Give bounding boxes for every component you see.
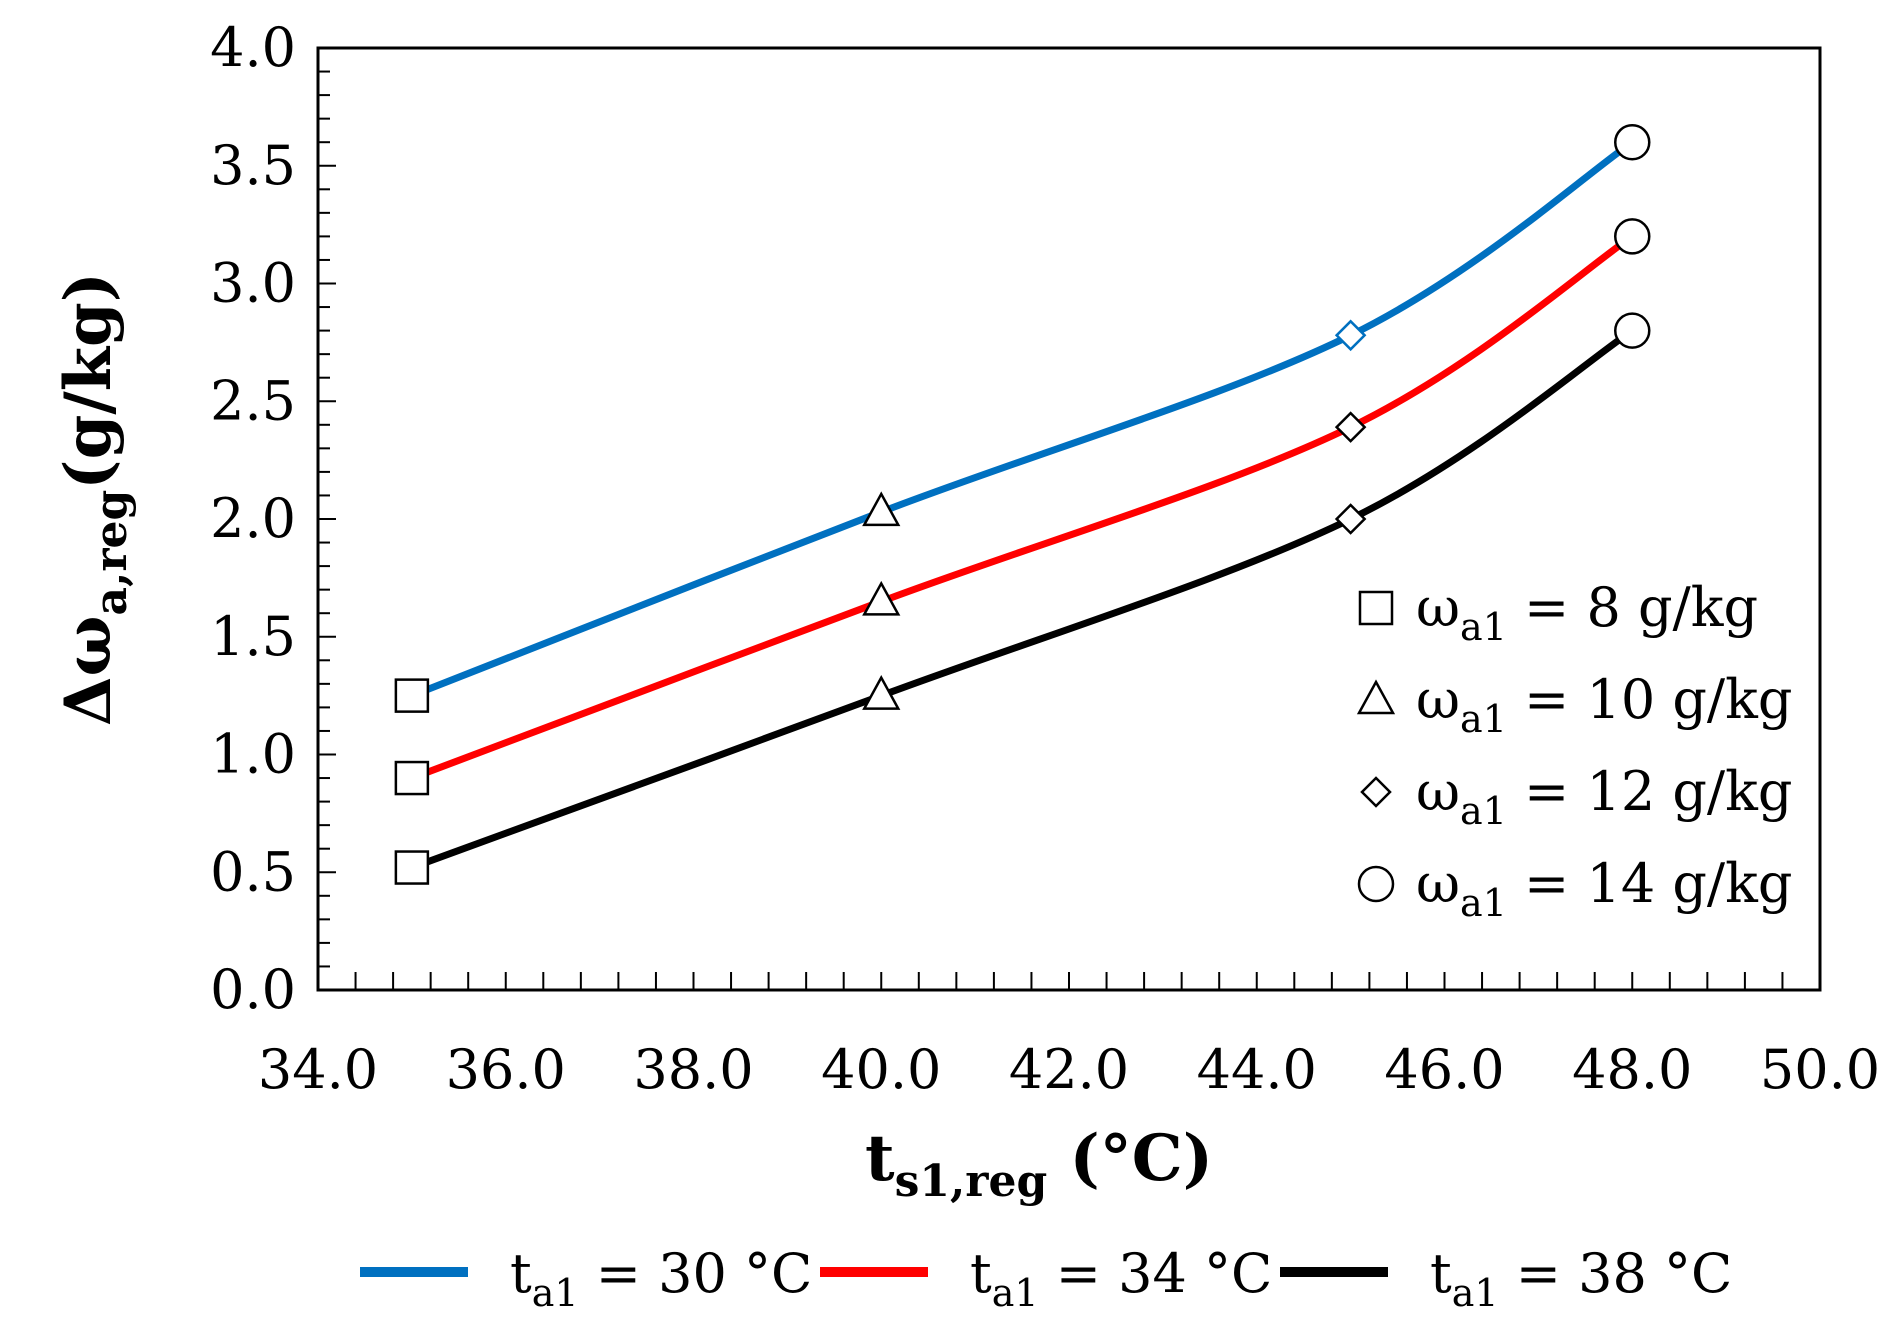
y-tick-label: 0.5 [210, 840, 296, 903]
y-axis-title-main: Δω [51, 615, 126, 726]
x-tick-label: 40.0 [821, 1038, 941, 1101]
y-tick-labels: 0.0 0.5 1.0 1.5 2.0 2.5 3.0 3.5 4.0 [210, 16, 296, 1021]
marker-layer [394, 123, 1651, 885]
series-line-3 [410, 327, 1635, 871]
data-point-diamond [1334, 503, 1367, 535]
legend-label: ωa1 = 12 g/kg [1416, 760, 1792, 833]
y-axis-title-sub: a,reg [86, 490, 137, 616]
marker-legend: ωa1 = 8 g/kg ωa1 = 10 g/kg ωa1 = 12 g/kg ωa… [1356, 576, 1792, 925]
legend-marker-circle [1357, 865, 1395, 903]
x-tick-label: 42.0 [1009, 1038, 1129, 1101]
legend-label: ωa1 = 14 g/kg [1416, 852, 1792, 925]
legend-label: ta1 = 34 °C [970, 1242, 1272, 1315]
x-tick-label: 34.0 [258, 1038, 378, 1101]
legend-label: ωa1 = 8 g/kg [1416, 576, 1758, 649]
data-point-triangle [862, 675, 901, 710]
legend-label: ta1 = 38 °C [1430, 1242, 1732, 1315]
x-tick-label: 38.0 [633, 1038, 753, 1101]
y-tick-label: 1.5 [210, 605, 296, 668]
x-axis-title-main: t [865, 1121, 895, 1196]
x-tick-label: 44.0 [1197, 1038, 1317, 1101]
data-point-diamond [1334, 319, 1367, 352]
y-tick-label: 1.0 [210, 723, 296, 786]
x-tick-label: 50.0 [1760, 1038, 1880, 1101]
minor-ticks [318, 70, 1784, 990]
data-point-square [394, 850, 430, 885]
legend-label: ωa1 = 10 g/kg [1416, 668, 1792, 741]
y-tick-label: 3.0 [210, 252, 296, 315]
data-point-square [394, 760, 430, 796]
legend-label: ta1 = 30 °C [510, 1242, 812, 1315]
x-axis-title-rest: (°C) [1047, 1121, 1213, 1196]
plot-area-frame [316, 46, 1822, 992]
data-point-circle [1614, 312, 1651, 349]
x-axis-title: ts1,reg (°C) [865, 1121, 1213, 1207]
data-point-diamond [1334, 411, 1367, 443]
series-line-2 [410, 233, 1635, 782]
y-tick-label: 2.0 [210, 487, 296, 550]
x-tick-label: 48.0 [1572, 1038, 1692, 1101]
series-legend: ta1 = 30 °C ta1 = 34 °C ta1 = 38 °C [360, 1242, 1732, 1315]
y-tick-label: 0.0 [210, 958, 296, 1021]
y-tick-label: 2.5 [210, 369, 296, 432]
y-axis-title: Δωa,reg(g/kg) [51, 272, 137, 726]
x-tick-labels: 34.0 36.0 38.0 40.0 42.0 44.0 46.0 48.0 50.0 [258, 1038, 1880, 1101]
legend-marker-square [1358, 590, 1394, 626]
x-tick-label: 46.0 [1384, 1038, 1504, 1101]
y-tick-label: 3.5 [210, 134, 296, 197]
legend-marker-diamond [1360, 776, 1392, 808]
x-tick-label: 36.0 [446, 1038, 566, 1101]
x-axis-title-sub: s1,reg [895, 1156, 1048, 1207]
data-point-circle [1614, 218, 1651, 255]
legend-marker-triangle [1356, 679, 1396, 715]
data-point-triangle [862, 580, 901, 616]
series-line-1 [410, 139, 1635, 699]
data-point-square [394, 678, 430, 713]
data-point-circle [1614, 123, 1651, 161]
series-layer [410, 139, 1635, 871]
y-tick-label: 4.0 [210, 16, 296, 79]
y-axis-title-rest: (g/kg) [51, 272, 126, 490]
data-point-triangle [862, 491, 901, 527]
